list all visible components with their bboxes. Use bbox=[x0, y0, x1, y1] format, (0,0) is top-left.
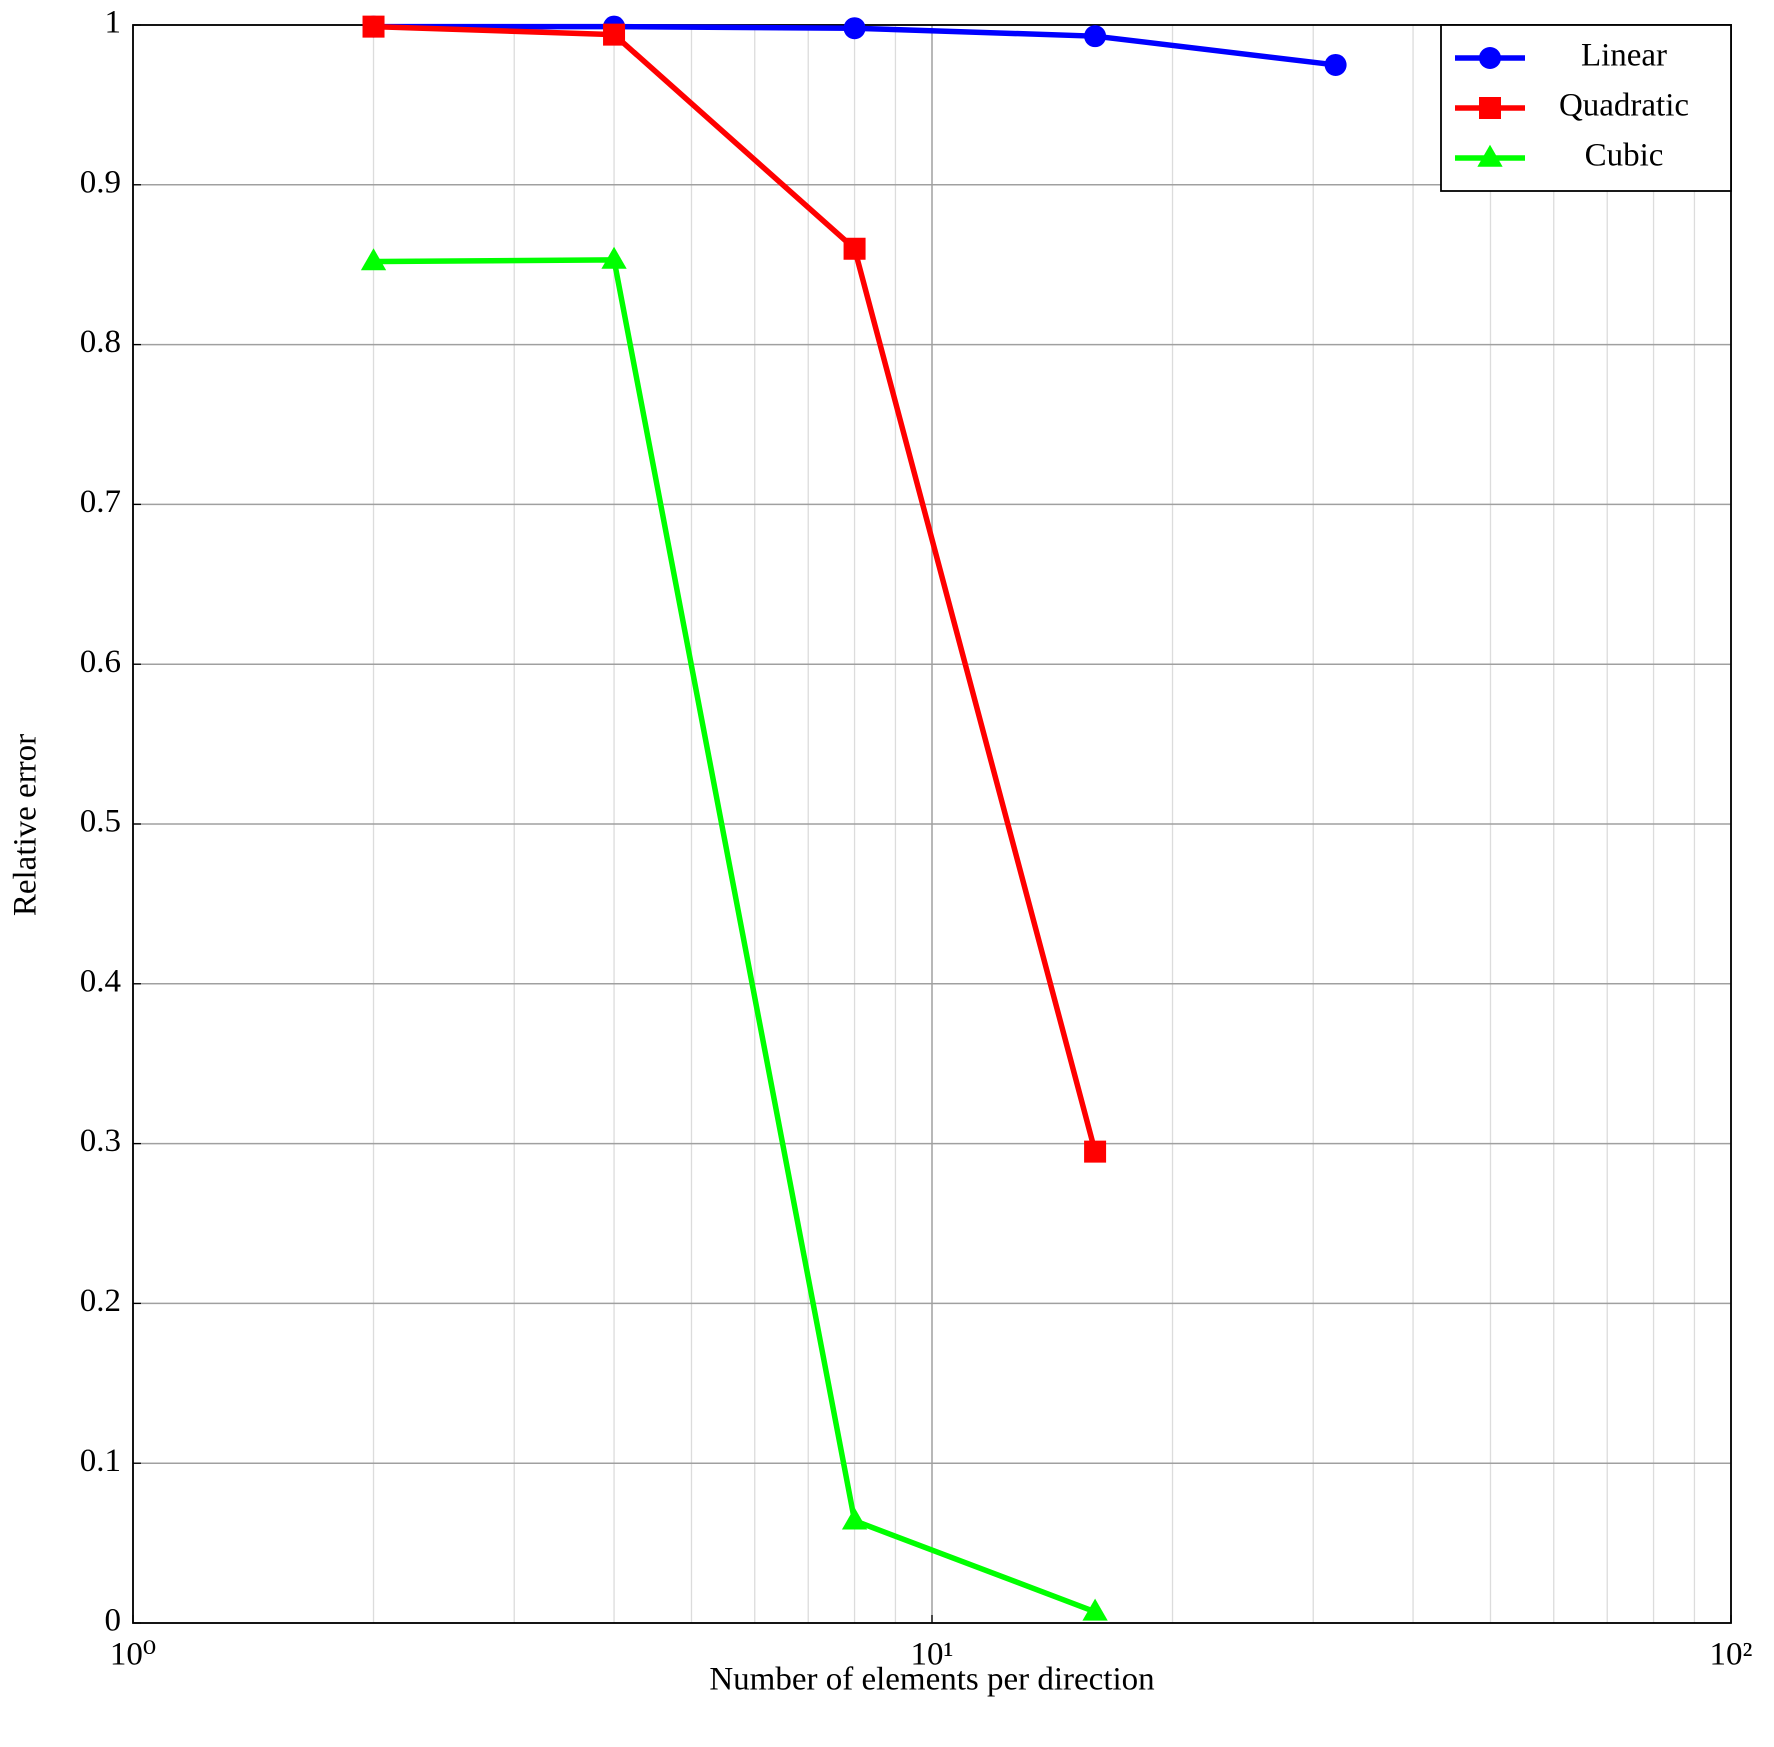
marker bbox=[362, 15, 385, 38]
y-tick-label: 0.9 bbox=[80, 164, 121, 200]
marker bbox=[601, 246, 627, 269]
marker bbox=[1084, 1140, 1107, 1163]
legend-marker bbox=[1477, 144, 1503, 167]
marker bbox=[603, 23, 626, 46]
x-tick-label: 10² bbox=[1710, 1637, 1753, 1673]
y-tick-label: 1 bbox=[105, 5, 122, 41]
y-tick-label: 0.2 bbox=[80, 1283, 121, 1319]
y-tick-label: 0.1 bbox=[80, 1443, 121, 1479]
y-tick-label: 0.6 bbox=[80, 644, 121, 680]
marker bbox=[360, 248, 387, 271]
marker bbox=[841, 1507, 868, 1530]
marker bbox=[843, 17, 866, 40]
series-line bbox=[373, 257, 1097, 1615]
marker bbox=[1324, 53, 1347, 76]
legend-label: Quadratic bbox=[1559, 88, 1689, 124]
legend-marker bbox=[1479, 47, 1501, 69]
y-tick-label: 0.3 bbox=[80, 1123, 121, 1159]
y-tick-label: 0.7 bbox=[80, 484, 121, 520]
plot-frame bbox=[132, 24, 1732, 1624]
series-line bbox=[373, 23, 1098, 1153]
y-axis-label: Relative error bbox=[8, 734, 44, 916]
marker bbox=[1082, 1598, 1108, 1621]
y-tick-label: 0.4 bbox=[80, 963, 121, 999]
x-tick-label: 10¹ bbox=[911, 1637, 954, 1673]
marker bbox=[843, 237, 866, 260]
y-tick-label: 0.5 bbox=[80, 804, 121, 840]
legend-label: Linear bbox=[1581, 38, 1667, 74]
y-tick-label: 0.8 bbox=[80, 324, 121, 360]
x-axis-label: Number of elements per direction bbox=[709, 1662, 1154, 1698]
x-tick-label: 10⁰ bbox=[110, 1637, 156, 1673]
y-tick-label: 0 bbox=[105, 1603, 122, 1639]
legend-label: Cubic bbox=[1585, 138, 1664, 174]
legend-marker bbox=[1479, 97, 1501, 119]
marker bbox=[1084, 25, 1107, 48]
